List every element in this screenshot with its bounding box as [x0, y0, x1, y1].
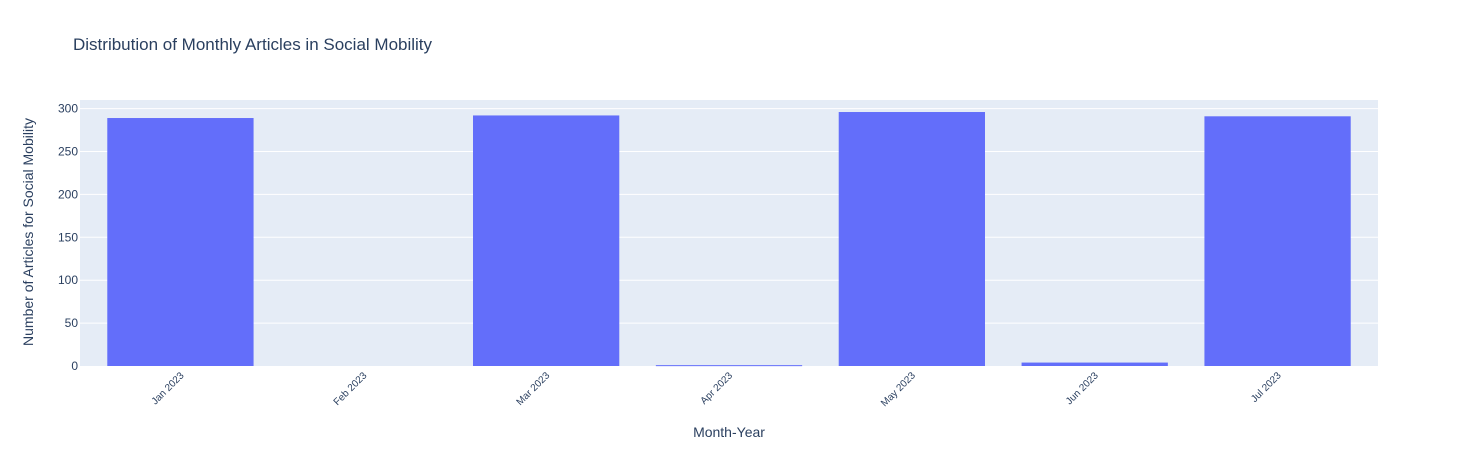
bar[interactable]	[1021, 362, 1168, 366]
bar[interactable]	[1204, 116, 1351, 366]
y-tick-label: 300	[58, 102, 78, 116]
x-tick-label: Jun 2023	[1064, 370, 1101, 407]
x-tick-label: Apr 2023	[699, 370, 736, 407]
y-tick-label: 150	[58, 230, 78, 244]
bar[interactable]	[473, 115, 620, 366]
x-axis-title: Month-Year	[693, 424, 765, 440]
y-tick-label: 100	[58, 273, 78, 287]
y-axis-title: Number of Articles for Social Mobility	[20, 118, 36, 346]
bars	[107, 112, 1351, 367]
gridlines	[80, 108, 1378, 324]
bar[interactable]	[655, 365, 803, 367]
plot-area	[80, 100, 1378, 366]
x-tick-label: Feb 2023	[332, 370, 370, 408]
y-tick-label: 200	[58, 187, 78, 201]
x-tick-label: Mar 2023	[515, 370, 553, 408]
x-tick-label: May 2023	[879, 370, 918, 409]
y-tick-labels: 0 50 100 150 200 250 300	[58, 102, 78, 373]
chart-title: Distribution of Monthly Articles in Soci…	[73, 35, 433, 54]
y-tick-label: 250	[58, 144, 78, 158]
x-tick-label: Jan 2023	[150, 370, 187, 407]
y-tick-label: 50	[65, 316, 79, 330]
x-tick-labels: Jan 2023 Feb 2023 Mar 2023 Apr 2023 May 2023…	[150, 370, 1284, 409]
bar[interactable]	[107, 118, 254, 367]
bar[interactable]	[838, 112, 985, 366]
x-tick-label: Jul 2023	[1249, 370, 1284, 405]
y-tick-label: 0	[71, 359, 78, 373]
